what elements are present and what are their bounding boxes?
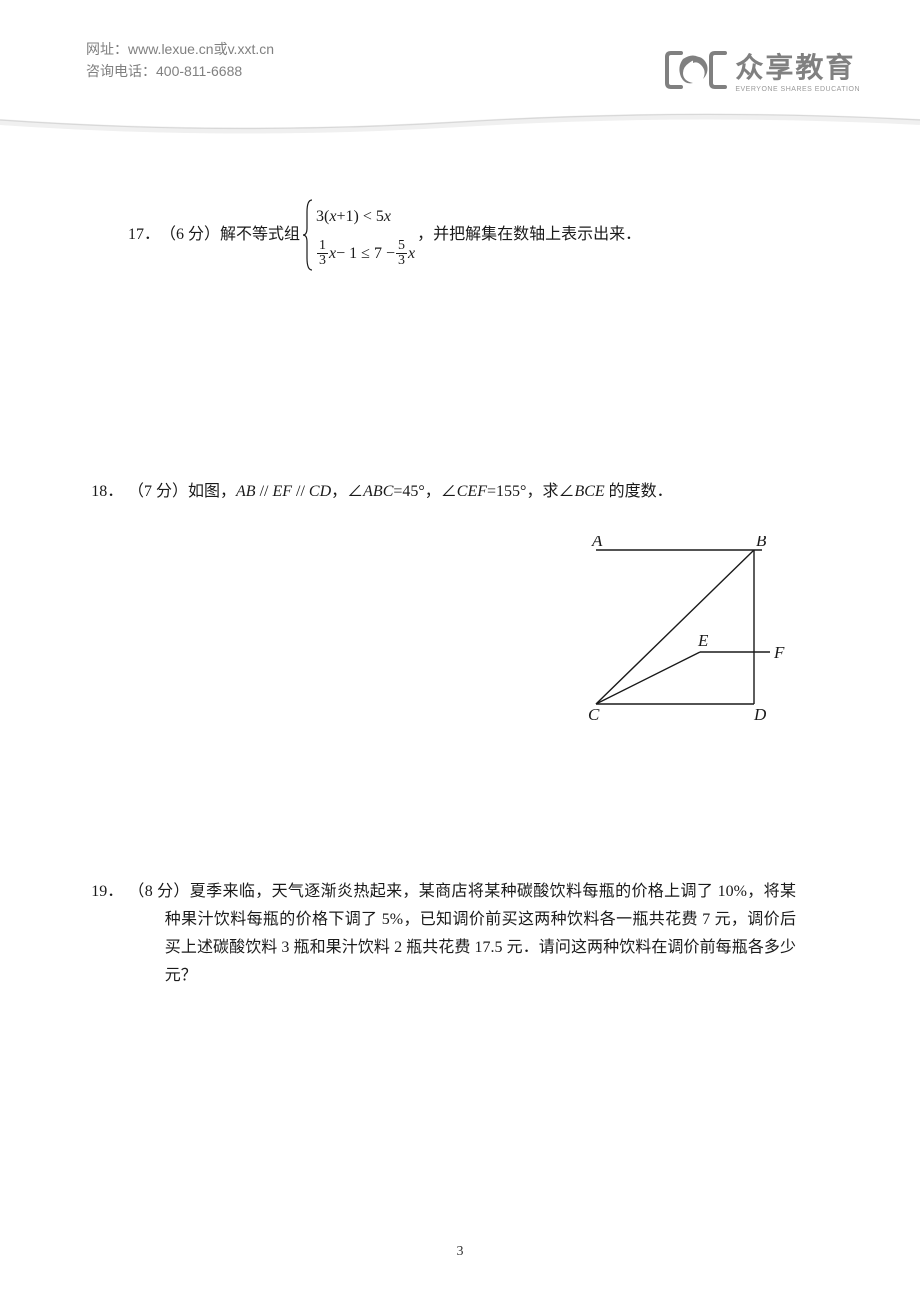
problem-18: 18．（7 分）如图，AB // EF // CD，∠ABC=45°，∠CEF=… [128,478,796,878]
problem-17-suffix: ，并把解集在数轴上表示出来． [417,221,641,249]
brand-text-wrap: 众享教育 EVERYONE SHARES EDUCATION [729,46,860,93]
label-d: D [753,705,767,722]
problem-17-number: 17． [128,221,160,249]
line-ce [596,652,700,704]
problem-17: 17．（6 分）解不等式组 3(x+1) < 5x 13x − 1 ≤ 7 − … [128,198,796,478]
left-brace-icon [302,198,314,272]
system-lines: 3(x+1) < 5x 13x − 1 ≤ 7 − 53x [316,198,415,272]
page-number: 3 [0,1244,920,1260]
line-bc [596,550,754,704]
label-f: F [773,643,785,662]
inequality-system: 3(x+1) < 5x 13x − 1 ≤ 7 − 53x [302,198,415,272]
brand-logo-icon [663,49,729,91]
label-b: B [756,536,767,550]
geometry-figure: A B C D E F [556,536,788,722]
problem-19: 19．（8 分）夏季来临，天气逐渐炎热起来，某商店将某种碳酸饮料每瓶的价格上调了… [128,878,796,1138]
label-c: C [588,705,600,722]
label-e: E [697,631,709,650]
header-divider-curve [0,110,920,140]
inequality-1: 3(x+1) < 5x [316,199,415,235]
brand-block: 众享教育 EVERYONE SHARES EDUCATION [663,46,860,93]
problem-17-prefix: 17．（6 分）解不等式组 [128,221,300,249]
brand-name: 众享教育 [735,46,860,86]
page-header: 网址：www.lexue.cn或v.xxt.cn 咨询电话：400-811-66… [86,38,860,108]
page-content: 17．（6 分）解不等式组 3(x+1) < 5x 13x − 1 ≤ 7 − … [128,198,796,1138]
problem-17-row: 17．（6 分）解不等式组 3(x+1) < 5x 13x − 1 ≤ 7 − … [128,198,796,272]
problem-18-text: 18．（7 分）如图，AB // EF // CD，∠ABC=45°，∠CEF=… [128,478,796,506]
fraction-1-3: 13 [317,239,328,268]
inequality-2: 13x − 1 ≤ 7 − 53x [316,236,415,272]
fraction-5-3: 53 [396,239,407,268]
brand-tagline: EVERYONE SHARES EDUCATION [735,86,860,93]
label-a: A [591,536,603,550]
problem-19-text: 19．（8 分）夏季来临，天气逐渐炎热起来，某商店将某种碳酸饮料每瓶的价格上调了… [128,878,796,990]
